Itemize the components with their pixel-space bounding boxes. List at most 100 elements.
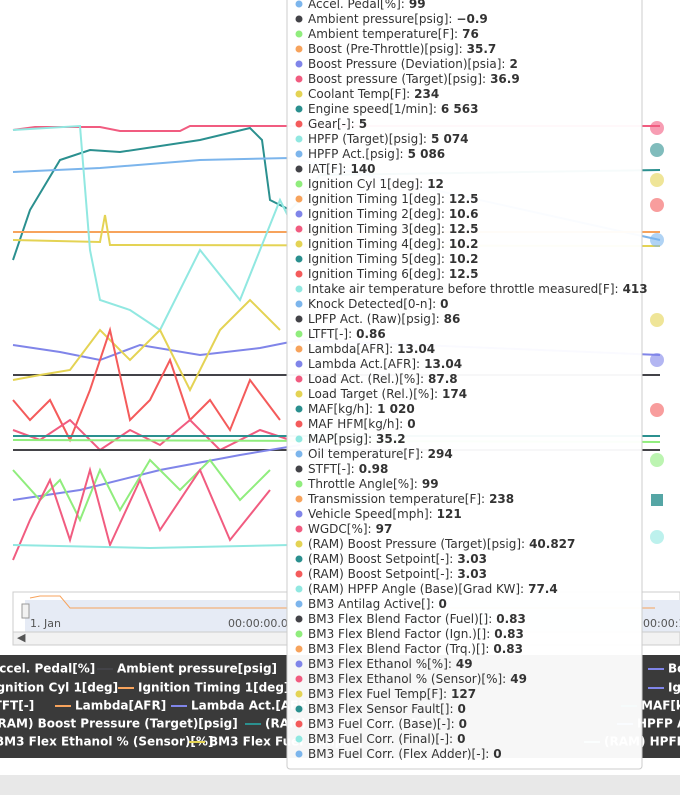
series-label: BM3 Flex Fuel Temp[F]: — [308, 687, 447, 701]
series-marker — [295, 105, 303, 113]
tooltip-row: BM3 Flex Ethanol % (Sensor)[%]: 49 — [308, 672, 527, 686]
series-label: Oil temperature[F]: — [308, 447, 424, 461]
tooltip-row: Ignition Timing 3[deg]: 12.5 — [308, 222, 479, 236]
series-value: 87.8 — [428, 372, 458, 386]
tooltip-row: Intake air temperature before throttle m… — [308, 282, 648, 296]
series-label: Load Act. (Rel.)[%]: — [308, 372, 424, 386]
tooltip-row: (RAM) HPFP Angle (Base)[Grad KW]: 77.4 — [308, 582, 558, 596]
tooltip-row: Knock Detected[0-n]: 0 — [308, 297, 449, 311]
series-marker — [295, 150, 303, 158]
series-value: 0 — [493, 747, 501, 761]
tooltip-row: BM3 Flex Blend Factor (Fuel)[]: 0.83 — [308, 612, 526, 626]
tooltip-row: BM3 Flex Blend Factor (Trq.)[]: 0.83 — [308, 642, 523, 656]
tooltip-row: HPFP (Target)[psig]: 5 074 — [308, 132, 469, 146]
series-marker — [295, 645, 303, 653]
series-value: 97 — [376, 522, 393, 536]
series-value: 5 — [359, 117, 367, 131]
legend-label: Lambda Act.[AFR] — [191, 699, 313, 713]
series-label: Boost (Pre-Throttle)[psig]: — [308, 42, 463, 56]
tooltip-row: Ignition Cyl 1[deg]: 12 — [308, 177, 444, 191]
legend-item[interactable]: LTFT[-] — [0, 699, 34, 713]
legend-item[interactable]: Ambient pressure[psig] — [97, 662, 277, 676]
series-marker — [295, 630, 303, 638]
series-label: BM3 Flex Ethanol %[%]: — [308, 657, 452, 671]
legend-item[interactable]: (RAM) Boost Pressure (Target)[psig] — [0, 717, 238, 731]
series-value: 0 — [407, 417, 415, 431]
legend-label: MAF[kg/h] — [641, 699, 680, 713]
series-value: 77.4 — [528, 582, 558, 596]
series-value: 3.03 — [457, 567, 487, 581]
series-label: (RAM) Boost Setpoint[-]: — [308, 552, 453, 566]
legend-item[interactable]: Ignition Cyl 1[deg] — [0, 681, 118, 695]
legend-item[interactable]: BM3 Flex Ethanol % (Sensor)[%] — [0, 735, 213, 749]
series-marker — [295, 30, 303, 38]
legend-item[interactable]: Ignition Timing 2[deg] — [648, 681, 680, 695]
series-label: Ambient temperature[F]: — [308, 27, 458, 41]
series-marker — [295, 75, 303, 83]
series-label: Engine speed[1/min]: — [308, 102, 437, 116]
scroll-arrow[interactable]: ◀ — [17, 631, 26, 644]
series-label: BM3 Flex Ethanol % (Sensor)[%]: — [308, 672, 506, 686]
series-label: Ignition Timing 5[deg]: — [308, 252, 445, 266]
series-label: BM3 Fuel Corr. (Base)[-]: — [308, 717, 455, 731]
navigator-label: 00:00:00.0 — [228, 617, 288, 630]
tooltip-row: LTFT[-]: 0.86 — [308, 327, 386, 341]
series-label: Ignition Timing 2[deg]: — [308, 207, 445, 221]
tooltip-row: Lambda Act.[AFR]: 13.04 — [308, 357, 462, 371]
series-value: 12.5 — [449, 222, 479, 236]
series-value: 0.83 — [496, 612, 526, 626]
series-label: Ignition Timing 4[deg]: — [308, 237, 445, 251]
tooltip-row: Vehicle Speed[mph]: 121 — [308, 507, 462, 521]
series-value: 3.03 — [457, 552, 487, 566]
series-marker — [295, 675, 303, 683]
legend-item[interactable]: Boost (Pre-Throttle)[psig] — [648, 662, 680, 676]
series-label: (RAM) Boost Pressure (Target)[psig]: — [308, 537, 525, 551]
series-label: Ignition Timing 1[deg]: — [308, 192, 445, 206]
tooltip-row: HPFP Act.[psig]: 5 086 — [308, 147, 445, 161]
series-marker — [295, 660, 303, 668]
series-marker — [295, 420, 303, 428]
tooltip-row: Lambda[AFR]: 13.04 — [308, 342, 435, 356]
series-marker — [295, 300, 303, 308]
navigator-handle[interactable] — [21, 603, 30, 619]
series-marker — [295, 360, 303, 368]
series-value: 0 — [440, 297, 448, 311]
tooltip-row: Ignition Timing 2[deg]: 10.6 — [308, 207, 479, 221]
tooltip-box — [286, 0, 643, 770]
series-value: 0.83 — [493, 642, 523, 656]
series-label: BM3 Flex Blend Factor (Ign.)[]: — [308, 627, 490, 641]
tooltip-row: Boost (Pre-Throttle)[psig]: 35.7 — [308, 42, 496, 56]
series-marker — [295, 510, 303, 518]
series-label: Lambda Act.[AFR]: — [308, 357, 420, 371]
tooltip-row: Transmission temperature[F]: 238 — [307, 492, 514, 506]
legend-label: Accel. Pedal[%] — [0, 662, 95, 676]
series-label: Coolant Temp[F]: — [308, 87, 410, 101]
legend-label: Boost (Pre-Throttle)[psig] — [668, 662, 680, 676]
series-value: 12.5 — [449, 192, 479, 206]
legend-item[interactable]: Lambda[AFR] — [55, 699, 166, 713]
series-marker — [295, 45, 303, 53]
tooltip-row: BM3 Flex Blend Factor (Ign.)[]: 0.83 — [308, 627, 524, 641]
series-label: Throttle Angle[%]: — [307, 477, 418, 491]
tooltip-row: Throttle Angle[%]: 99 — [307, 477, 439, 491]
tooltip-row: LPFP Act. (Raw)[psig]: 86 — [308, 312, 460, 326]
series-label: MAF HFM[kg/h]: — [308, 417, 403, 431]
series-value: 2 — [509, 57, 517, 71]
legend-label: BM3 Flex Ethanol % (Sensor)[%] — [0, 735, 213, 749]
tooltip-row: Engine speed[1/min]: 6 563 — [308, 102, 478, 116]
tooltip-row: Gear[-]: 5 — [308, 117, 367, 131]
series-marker — [295, 255, 303, 263]
series-marker — [295, 690, 303, 698]
tooltip-row: BM3 Flex Ethanol %[%]: 49 — [308, 657, 473, 671]
series-label: MAF[kg/h]: — [308, 402, 373, 416]
series-marker — [295, 735, 303, 743]
tooltip-row: Accel. Pedal[%]: 99 — [308, 0, 426, 11]
legend-item[interactable]: Lambda Act.[AFR] — [171, 699, 313, 713]
legend-item[interactable]: Ignition Timing 1[deg] — [118, 681, 289, 695]
series-value: 0 — [458, 702, 466, 716]
tooltip-row: Ambient temperature[F]: 76 — [308, 27, 479, 41]
series-label: HPFP Act.[psig]: — [308, 147, 404, 161]
tooltip-row: Ambient pressure[psig]: −0.9 — [308, 12, 488, 26]
legend-item[interactable]: Accel. Pedal[%] — [0, 662, 95, 676]
